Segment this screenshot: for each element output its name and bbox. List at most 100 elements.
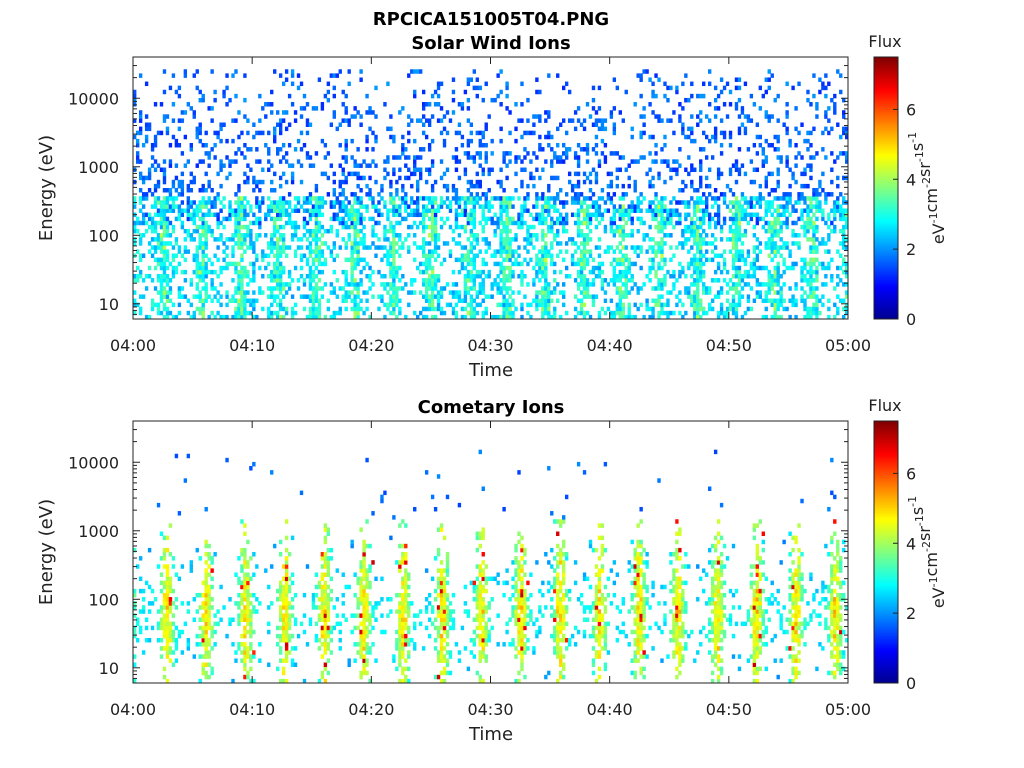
heatmap-cell <box>162 167 167 173</box>
heatmap-cell <box>827 265 831 271</box>
heatmap-cell <box>544 265 548 271</box>
heatmap-cell <box>734 208 739 213</box>
heatmap-cell <box>544 269 548 275</box>
heatmap-cell <box>323 261 328 267</box>
heatmap-cell <box>487 171 491 177</box>
heatmap-cell <box>231 233 235 238</box>
heatmap-cell <box>404 155 408 160</box>
heatmap-cell <box>833 212 837 218</box>
heatmap-cell <box>812 155 816 160</box>
heatmap-cell <box>490 294 494 299</box>
heatmap-cell <box>785 130 789 136</box>
heatmap-cell <box>630 216 634 222</box>
heatmap-cell <box>261 253 265 258</box>
heatmap-cell <box>284 208 289 213</box>
heatmap-cell <box>258 130 262 136</box>
heatmap-cell <box>579 290 584 295</box>
heatmap-cell <box>365 93 369 99</box>
heatmap-cell <box>278 130 283 136</box>
heatmap-cell <box>821 237 825 242</box>
heatmap-cell <box>171 245 176 250</box>
heatmap-cell <box>761 224 765 230</box>
heatmap-cell <box>419 167 423 173</box>
heatmap-cell <box>413 163 417 168</box>
heatmap-cell <box>770 241 774 246</box>
heatmap-cell <box>460 253 465 258</box>
heatmap-cell <box>809 306 813 312</box>
heatmap-cell <box>809 167 813 173</box>
heatmap-cell <box>392 228 396 234</box>
heatmap-cell <box>478 282 482 287</box>
heatmap-cell <box>773 278 777 283</box>
heatmap-cell <box>737 269 742 275</box>
heatmap-cell <box>734 249 739 254</box>
heatmap-cell <box>276 241 280 246</box>
heatmap-cell <box>505 257 509 263</box>
heatmap-cell <box>201 97 205 103</box>
heatmap-cell <box>594 118 599 123</box>
heatmap-cell <box>734 167 739 173</box>
heatmap-cell <box>800 216 804 222</box>
heatmap-cell <box>576 257 581 263</box>
heatmap-cell <box>836 175 840 181</box>
heatmap-cell <box>779 290 783 295</box>
heatmap-cell <box>639 155 643 160</box>
heatmap-cell <box>567 147 572 152</box>
heatmap-cell <box>505 273 509 279</box>
colorbar-segment <box>874 185 898 189</box>
heatmap-cell <box>618 155 622 160</box>
heatmap-cell <box>815 106 819 111</box>
heatmap-cell <box>672 282 676 287</box>
heatmap-cell <box>520 302 524 308</box>
heatmap-cell <box>502 265 506 271</box>
heatmap-cell <box>246 118 250 123</box>
heatmap-cell <box>180 224 185 230</box>
heatmap-cell <box>809 257 813 263</box>
heatmap-cell <box>174 142 179 148</box>
heatmap-cell <box>350 261 354 267</box>
heatmap-cell <box>645 69 649 74</box>
heatmap-cell <box>597 261 602 267</box>
heatmap-cell <box>252 188 256 193</box>
heatmap-cell <box>550 241 554 246</box>
heatmap-cell <box>168 278 173 283</box>
heatmap-cell <box>582 282 587 287</box>
heatmap-cell <box>830 126 834 132</box>
heatmap-cell <box>246 298 250 304</box>
heatmap-cell <box>314 196 319 201</box>
heatmap-cell <box>436 237 441 242</box>
heatmap-cell <box>484 294 488 299</box>
heatmap-cell <box>553 278 557 283</box>
heatmap-cell <box>255 233 259 238</box>
heatmap-cell <box>299 253 304 258</box>
heatmap-cell <box>764 228 768 234</box>
heatmap-cell <box>299 130 304 136</box>
heatmap-cell <box>496 314 500 320</box>
heatmap-cell <box>648 269 652 275</box>
heatmap-cell <box>806 228 810 234</box>
heatmap-cell <box>550 314 554 320</box>
heatmap-cell <box>693 290 697 295</box>
heatmap-cell <box>818 208 822 213</box>
heatmap-cell <box>567 237 572 242</box>
heatmap-cell <box>448 290 453 295</box>
heatmap-cell <box>523 200 527 205</box>
heatmap-cell <box>469 302 474 308</box>
heatmap-cell <box>508 237 512 242</box>
heatmap-cell <box>410 290 414 295</box>
heatmap-cell <box>734 245 739 250</box>
heatmap-cell <box>722 261 727 267</box>
heatmap-cell <box>657 212 661 218</box>
heatmap-cell <box>469 216 474 222</box>
heatmap-cell <box>314 200 319 205</box>
heatmap-cell <box>162 196 167 201</box>
heatmap-cell <box>815 196 819 201</box>
heatmap-cell <box>347 69 351 74</box>
heatmap-cell <box>255 253 259 258</box>
heatmap-cell <box>460 212 465 218</box>
heatmap-cell <box>645 298 649 304</box>
heatmap-cell <box>341 204 345 209</box>
heatmap-cell <box>270 216 274 222</box>
heatmap-cell <box>785 196 789 201</box>
heatmap-cell <box>362 175 366 181</box>
